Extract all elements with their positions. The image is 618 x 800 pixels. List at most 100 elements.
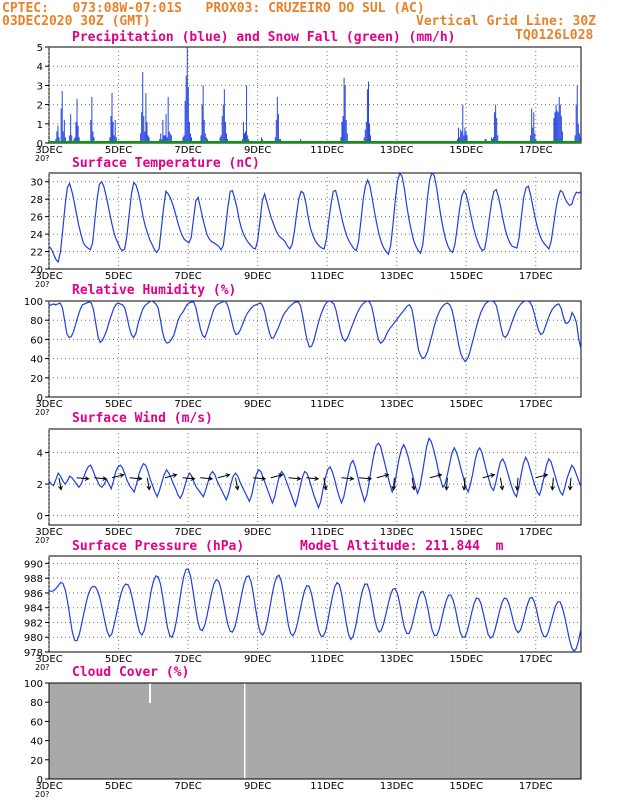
precip-bar — [186, 47, 188, 143]
cloud-bar — [93, 683, 96, 779]
cloud-bar — [254, 683, 257, 779]
precip-bar — [466, 135, 468, 143]
x-tick-label: 17DEC — [519, 527, 553, 538]
cloud-bar — [419, 683, 423, 779]
y-tick-label: 60 — [30, 335, 43, 346]
precip-bar — [147, 135, 149, 143]
cloud-bar — [521, 683, 524, 779]
cloud-bar — [267, 683, 271, 779]
wind-arrow — [129, 477, 142, 480]
precip-bar — [75, 121, 77, 143]
header-grid-note: Vertical Grid Line: 30Z — [416, 14, 597, 29]
cloud-bar — [168, 683, 171, 779]
precip-bar — [343, 77, 345, 143]
cloud-bar — [415, 683, 418, 779]
precip-bar — [277, 114, 279, 143]
precip-bar — [170, 135, 172, 143]
cloud-bar — [486, 683, 489, 779]
precip-bar — [460, 129, 462, 143]
cloud-bar — [296, 683, 299, 779]
cloud-bar — [408, 683, 412, 779]
precip-bar — [490, 137, 492, 143]
precip-bar — [201, 104, 203, 143]
cloud-bar — [115, 683, 118, 779]
cloud-bar — [130, 683, 134, 779]
cloud-bar — [124, 683, 127, 779]
cloud-bar — [201, 683, 204, 779]
cloud-bar — [163, 683, 167, 779]
precip-bar — [113, 135, 115, 143]
cloud-bar — [554, 683, 558, 779]
cloud-bar — [448, 683, 452, 779]
wind-arrow — [270, 474, 283, 479]
cloud-bar — [141, 683, 145, 779]
cloud-bar — [355, 683, 359, 779]
cloud-bar — [300, 683, 304, 779]
cloud-bar — [230, 683, 233, 779]
wind-arrow-head — [367, 476, 373, 481]
cloud-bar — [494, 683, 498, 779]
cloud-bar — [380, 683, 383, 779]
cloud-bar — [161, 683, 165, 779]
cloud-bar — [426, 683, 429, 779]
x-sub-label: 20? — [35, 408, 49, 417]
cloud-bar — [391, 683, 394, 779]
cloud-bar — [422, 683, 425, 779]
precip-bar — [533, 112, 535, 143]
cloud-bar — [146, 683, 149, 779]
cloud-bar — [534, 683, 538, 779]
cloud-bar — [561, 683, 564, 779]
cloud-bar — [455, 683, 458, 779]
cloud-bar — [188, 683, 191, 779]
cloud-bar — [241, 683, 244, 779]
precip-bar — [225, 133, 227, 143]
x-tick-label: 9DEC — [244, 781, 271, 792]
x-tick-label: 7DEC — [174, 781, 201, 792]
precip-bar — [143, 116, 145, 143]
cloud-bar — [318, 683, 321, 779]
precip-bar — [110, 116, 112, 143]
wind-arrow — [535, 474, 548, 479]
y-tick-label: 40 — [30, 737, 43, 748]
precip-bar — [168, 131, 170, 143]
precip-bar — [140, 133, 142, 143]
cloud-bar — [360, 683, 363, 779]
precip-bar — [341, 121, 343, 143]
y-tick-label: 26 — [30, 213, 43, 224]
cloud-bar — [269, 683, 273, 779]
precip-bar — [204, 133, 206, 143]
x-sub-label: 20? — [35, 154, 49, 163]
precip-bar — [164, 135, 166, 143]
cloud-bar — [406, 683, 410, 779]
cloud-bar — [183, 683, 187, 779]
x-tick-label: 7DEC — [174, 145, 201, 156]
cloud-bar — [364, 683, 368, 779]
x-tick-label: 15DEC — [449, 145, 483, 156]
cloud-bar — [291, 683, 295, 779]
cloud-bar — [51, 683, 54, 779]
x-tick-label: 17DEC — [519, 781, 553, 792]
y-tick-label: 980 — [24, 633, 43, 644]
wind-arrow-head — [146, 485, 152, 491]
precip-bar — [187, 87, 189, 143]
title-temperature: Surface Temperature (nC) — [72, 156, 260, 171]
precip-bar — [345, 119, 347, 143]
precip-bar — [463, 135, 465, 143]
cloud-bar — [165, 683, 169, 779]
cloud-bar — [397, 683, 401, 779]
y-tick-label: 24 — [30, 230, 43, 241]
precip-bar — [245, 131, 247, 143]
precip-bar — [553, 118, 555, 143]
cloud-bar — [333, 683, 337, 779]
cloud-bar — [207, 683, 211, 779]
cloud-bar — [452, 683, 456, 779]
precip-bar — [63, 119, 65, 143]
wind-arrow — [463, 477, 466, 490]
precip-bar — [109, 137, 111, 143]
cloud-bar — [331, 683, 335, 779]
wind-arrow-head — [444, 485, 450, 491]
wind-arrow — [341, 477, 354, 480]
x-tick-label: 11DEC — [310, 781, 344, 792]
x-tick-label: 13DEC — [380, 271, 414, 282]
precip-bar — [77, 125, 79, 143]
